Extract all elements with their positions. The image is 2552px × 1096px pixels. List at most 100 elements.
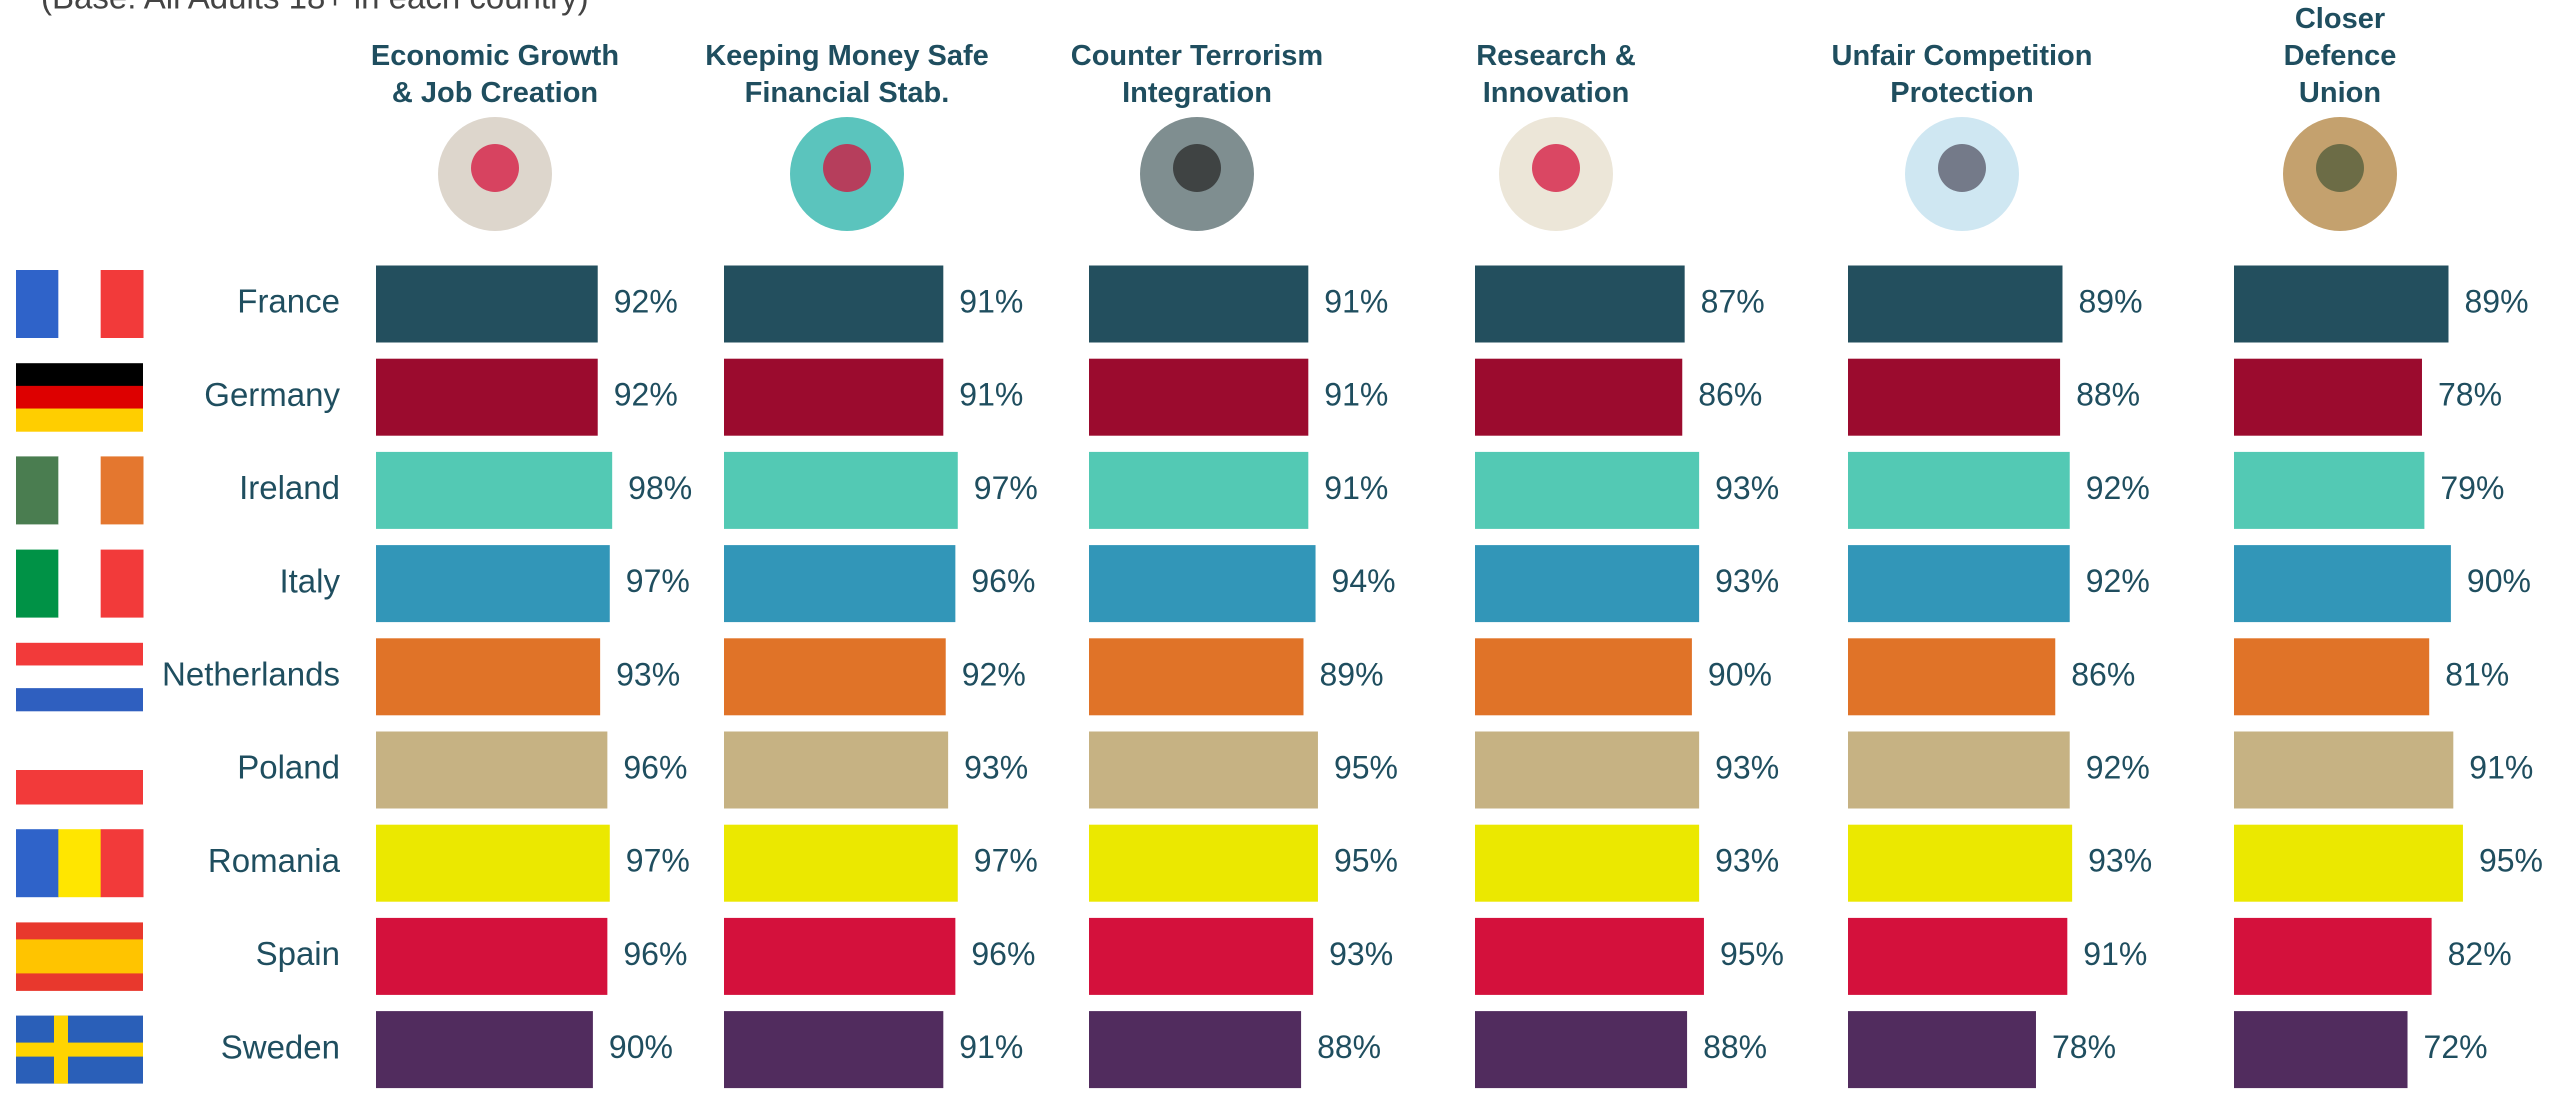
value-label: 89%	[2464, 283, 2528, 319]
flag-stripe	[100, 549, 144, 618]
value-label: 91%	[2083, 936, 2147, 972]
flag-cross	[16, 1042, 143, 1057]
value-label: 87%	[1701, 283, 1765, 319]
flag-stripe	[16, 956, 143, 974]
flag-stripe	[16, 770, 143, 805]
value-label: 94%	[1332, 563, 1396, 599]
value-label: 93%	[964, 749, 1028, 785]
bar	[2234, 917, 2432, 995]
value-label: 95%	[1334, 843, 1398, 879]
bar	[1848, 451, 2070, 529]
bar	[376, 731, 608, 809]
flag-stripe	[16, 642, 143, 666]
flag-stripe	[100, 270, 144, 338]
value-label: 96%	[971, 563, 1035, 599]
bar	[2234, 638, 2430, 716]
panel-icon-detail	[1173, 144, 1221, 192]
value-label: 96%	[623, 936, 687, 972]
category-label: France	[237, 283, 340, 320]
bar	[724, 1011, 944, 1089]
value-label: 93%	[1715, 563, 1779, 599]
value-label: 86%	[2071, 656, 2135, 692]
value-label: 91%	[2469, 749, 2533, 785]
bar	[1089, 824, 1318, 902]
flag-stripe	[16, 408, 143, 432]
value-label: 78%	[2052, 1029, 2116, 1065]
bar	[724, 824, 958, 902]
bar	[724, 451, 958, 529]
value-label: 91%	[959, 1029, 1023, 1065]
value-label: 97%	[626, 843, 690, 879]
value-label: 88%	[1703, 1029, 1767, 1065]
panel-title: Unfair Competition Protection	[1832, 40, 2093, 109]
value-label: 91%	[959, 283, 1023, 319]
value-label: 96%	[971, 936, 1035, 972]
bar	[724, 265, 944, 343]
value-label: 79%	[2440, 470, 2504, 506]
bar	[724, 545, 956, 623]
flag-stripe	[58, 549, 102, 618]
flag-stripe	[16, 456, 59, 525]
flag-stripe	[100, 829, 144, 898]
panel-title: Counter Terrorism Integration	[1071, 40, 1323, 109]
bar	[2234, 358, 2422, 436]
bar	[1475, 917, 1704, 995]
value-label: 91%	[1324, 377, 1388, 413]
bar	[1089, 917, 1314, 995]
flag-stripe	[16, 922, 143, 940]
panel-icon-detail	[823, 144, 871, 192]
bar	[2234, 824, 2463, 902]
bar	[376, 917, 608, 995]
bar	[376, 824, 610, 902]
value-label: 95%	[2479, 843, 2543, 879]
value-label: 92%	[2086, 470, 2150, 506]
bar	[2234, 451, 2425, 529]
bar	[1475, 638, 1692, 716]
value-label: 95%	[1334, 749, 1398, 785]
flag-stripe	[58, 456, 102, 525]
flag-stripe	[100, 456, 144, 525]
category-label: Sweden	[221, 1028, 340, 1065]
bar	[2234, 265, 2449, 343]
bar	[1475, 265, 1685, 343]
value-label: 86%	[1698, 377, 1762, 413]
category-label: Ireland	[239, 469, 340, 506]
value-label: 95%	[1720, 936, 1784, 972]
bar	[376, 638, 601, 716]
value-label: 93%	[1715, 470, 1779, 506]
bar	[1848, 731, 2070, 809]
flag-stripe	[16, 549, 59, 618]
bar	[1089, 638, 1304, 716]
bar	[1848, 545, 2070, 623]
value-label: 91%	[1324, 470, 1388, 506]
bar	[376, 1011, 593, 1089]
bar	[1089, 1011, 1302, 1089]
bar	[1848, 1011, 2036, 1089]
value-label: 88%	[2076, 377, 2140, 413]
value-label: 96%	[623, 749, 687, 785]
value-label: 92%	[2086, 749, 2150, 785]
bar	[1475, 358, 1683, 436]
value-label: 97%	[974, 470, 1038, 506]
panel-title: Economic Growth & Job Creation	[371, 40, 619, 109]
value-label: 92%	[614, 377, 678, 413]
bar	[376, 265, 598, 343]
flag-stripe	[16, 829, 59, 898]
flag-stripe	[16, 688, 143, 712]
value-label: 88%	[1317, 1029, 1381, 1065]
bar	[724, 731, 949, 809]
category-label: Poland	[237, 749, 340, 786]
flag-stripe	[58, 829, 102, 898]
bar	[1089, 731, 1318, 809]
panel-title: Closer Defence Union	[2284, 3, 2397, 109]
panel-icon-detail	[1532, 144, 1580, 192]
category-label: Spain	[256, 935, 340, 972]
flag-stripe	[16, 973, 143, 991]
value-label: 93%	[1329, 936, 1393, 972]
bar	[376, 545, 610, 623]
panel-title: Research & Innovation	[1476, 40, 1636, 109]
value-label: 93%	[616, 656, 680, 692]
bar	[1848, 917, 2068, 995]
